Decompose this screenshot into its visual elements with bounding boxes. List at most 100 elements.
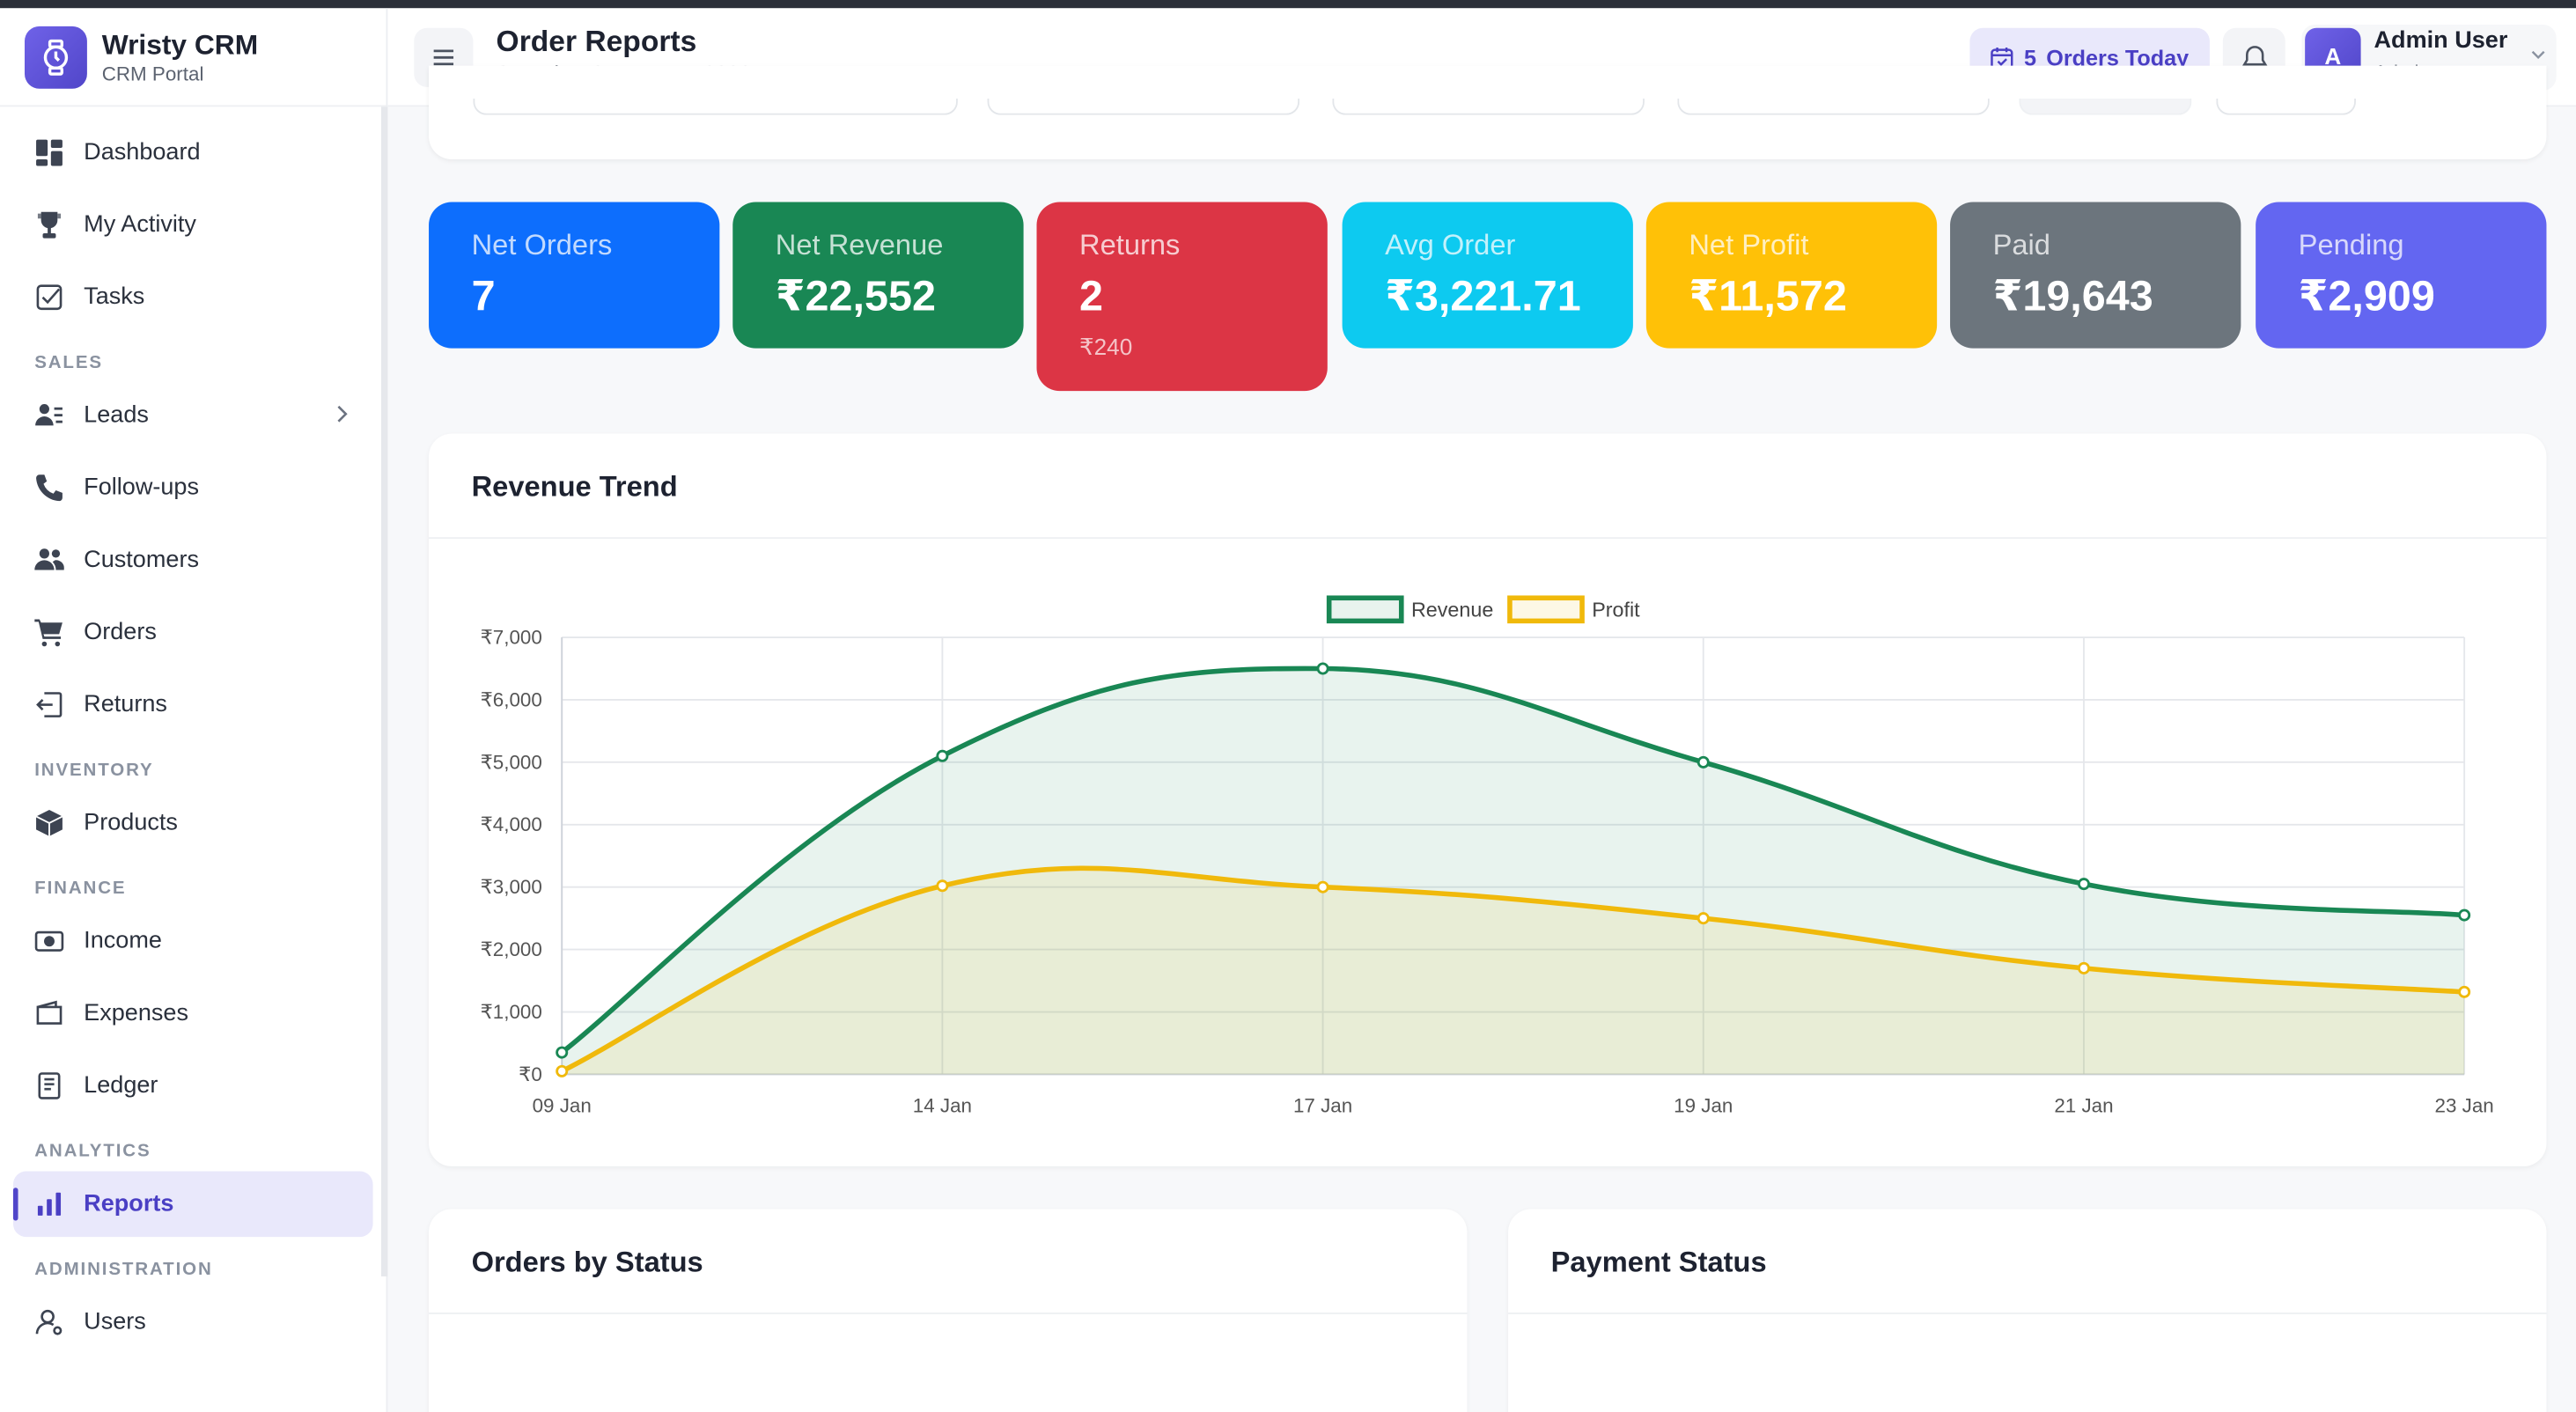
ledger-icon — [34, 1071, 64, 1101]
data-point-profit — [556, 1064, 569, 1077]
stat-card-pending: Pending ₹2,909 — [2256, 202, 2547, 349]
data-point-profit — [2458, 985, 2471, 998]
y-tick-label: ₹1,000 — [481, 1001, 542, 1023]
sidebar-item-returns[interactable]: Returns — [13, 672, 373, 738]
stat-label: Avg Order — [1385, 228, 1516, 261]
stat-value: ₹3,221.71 — [1385, 270, 1581, 320]
stat-card-avg-order: Avg Order ₹3,221.71 — [1342, 202, 1633, 349]
sidebar-item-customers[interactable]: Customers — [13, 527, 373, 593]
sidebar-item-reports[interactable]: Reports — [12, 1171, 373, 1238]
dashboard-icon — [34, 138, 64, 168]
nav-section-header: INVENTORY — [34, 761, 154, 781]
stat-card-net-revenue: Net Revenue ₹22,552 — [732, 202, 1024, 349]
checkbox-icon — [34, 283, 64, 313]
data-point-revenue — [556, 1046, 569, 1059]
revenue-trend-card: Revenue Trend ₹0 ₹1,000 ₹2,000 ₹3,000 ₹4,000… — [429, 433, 2547, 1166]
filter-field[interactable] — [1332, 98, 1645, 115]
sidebar-item-follow-ups[interactable]: Follow-ups — [13, 455, 373, 521]
stat-label: Net Orders — [471, 228, 613, 261]
return-icon — [34, 690, 64, 720]
stat-card-paid: Paid ₹19,643 — [1950, 202, 2241, 349]
sidebar-item-my-activity[interactable]: My Activity — [13, 192, 373, 258]
trophy-icon — [34, 210, 64, 240]
box-icon — [34, 808, 64, 838]
sidebar-item-label: Ledger — [84, 1072, 158, 1099]
filter-button[interactable] — [2019, 98, 2192, 115]
sidebar-item-label: Expenses — [84, 1000, 189, 1027]
sidebar-item-label: Orders — [84, 619, 157, 646]
wallet-icon — [34, 999, 64, 1029]
data-point-profit — [1316, 880, 1329, 894]
stat-value: 7 — [471, 270, 496, 320]
y-tick-label: ₹2,000 — [481, 938, 542, 960]
user-icon — [34, 1307, 64, 1337]
data-point-profit — [936, 879, 949, 893]
sidebar-item-label: Users — [84, 1309, 146, 1336]
sidebar-item-products[interactable]: Products — [13, 791, 373, 857]
sidebar-item-ledger[interactable]: Ledger — [13, 1053, 373, 1119]
x-tick-label: 09 Jan — [533, 1094, 592, 1116]
sidebar-item-label: Leads — [84, 402, 149, 430]
legend-label: Profit — [1592, 599, 1640, 621]
sidebar-item-leads[interactable]: Leads — [13, 383, 373, 449]
card-title: Orders by Status — [429, 1209, 1468, 1314]
data-point-revenue — [1316, 662, 1329, 675]
stat-label: Pending — [2298, 228, 2404, 261]
sidebar-item-tasks[interactable]: Tasks — [13, 264, 373, 330]
stat-card-net-orders: Net Orders 7 — [429, 202, 720, 349]
filter-field[interactable] — [473, 98, 958, 115]
sidebar-item-expenses[interactable]: Expenses — [13, 981, 373, 1047]
y-tick-label: ₹5,000 — [481, 751, 542, 773]
sidebar-item-users[interactable]: Users — [13, 1290, 373, 1356]
y-tick-label: ₹4,000 — [481, 813, 542, 835]
stat-value: ₹2,909 — [2298, 270, 2435, 320]
data-point-revenue — [2077, 878, 2090, 891]
stat-label: Paid — [1992, 228, 2050, 261]
x-tick-label: 23 Jan — [2435, 1094, 2494, 1116]
phone-icon — [34, 473, 64, 503]
stat-subvalue: ₹240 — [1079, 333, 1133, 360]
payment-status-card: Payment Status — [1508, 1209, 2547, 1412]
sidebar-item-label: Dashboard — [84, 139, 201, 166]
window-top-bar — [0, 0, 2576, 9]
filter-button[interactable] — [2216, 98, 2356, 115]
revenue-trend-chart: ₹0 ₹1,000 ₹2,000 ₹3,000 ₹4,000 ₹5,000 ₹6,000 ₹7… — [481, 595, 2494, 1116]
sidebar-item-income[interactable]: Income — [13, 908, 373, 974]
orders-by-status-card: Orders by Status — [429, 1209, 1468, 1412]
cash-icon — [34, 926, 64, 956]
stat-label: Net Profit — [1689, 228, 1809, 261]
brand[interactable]: Wristy CRM CRM Portal — [0, 8, 386, 107]
users-icon — [34, 546, 64, 576]
stat-value: 2 — [1079, 270, 1104, 320]
sidebar-item-label: Products — [84, 809, 178, 836]
x-tick-label: 14 Jan — [913, 1094, 972, 1116]
stat-value: ₹22,552 — [775, 270, 936, 320]
nav-section-header: SALES — [34, 353, 103, 373]
filter-field[interactable] — [1677, 98, 1990, 115]
nav-section-header: ANALYTICS — [34, 1141, 151, 1162]
sidebar-scrollbar[interactable] — [380, 107, 388, 1276]
stat-value: ₹11,572 — [1689, 270, 1847, 320]
filter-card — [429, 65, 2547, 160]
sidebar-item-orders[interactable]: Orders — [13, 599, 373, 666]
y-tick-label: ₹0 — [519, 1063, 542, 1085]
nav-section-header: ADMINISTRATION — [34, 1260, 213, 1280]
filter-field[interactable] — [987, 98, 1300, 115]
sidebar-nav: Dashboard My Activity Tasks SALES Leads Follo… — [0, 107, 386, 1355]
stat-value: ₹19,643 — [1992, 270, 2153, 320]
stat-label: Returns — [1079, 228, 1181, 261]
sidebar-item-label: Tasks — [84, 283, 145, 311]
data-point-profit — [2077, 961, 2090, 974]
chevron-right-icon — [334, 402, 350, 429]
chevron-down-icon — [2530, 44, 2547, 67]
legend-swatch-profit — [1507, 595, 1585, 624]
sidebar: Wristy CRM CRM Portal Dashboard My Activi… — [0, 8, 388, 1412]
user-name: Admin User — [2374, 27, 2508, 55]
x-tick-label: 19 Jan — [1674, 1094, 1733, 1116]
nav-section-header: FINANCE — [34, 879, 127, 899]
sidebar-item-label: Customers — [84, 547, 200, 574]
sidebar-item-dashboard[interactable]: Dashboard — [13, 120, 373, 186]
bar-chart-icon — [34, 1189, 64, 1219]
page-title: Order Reports — [496, 24, 697, 58]
watch-logo-icon — [24, 25, 87, 88]
